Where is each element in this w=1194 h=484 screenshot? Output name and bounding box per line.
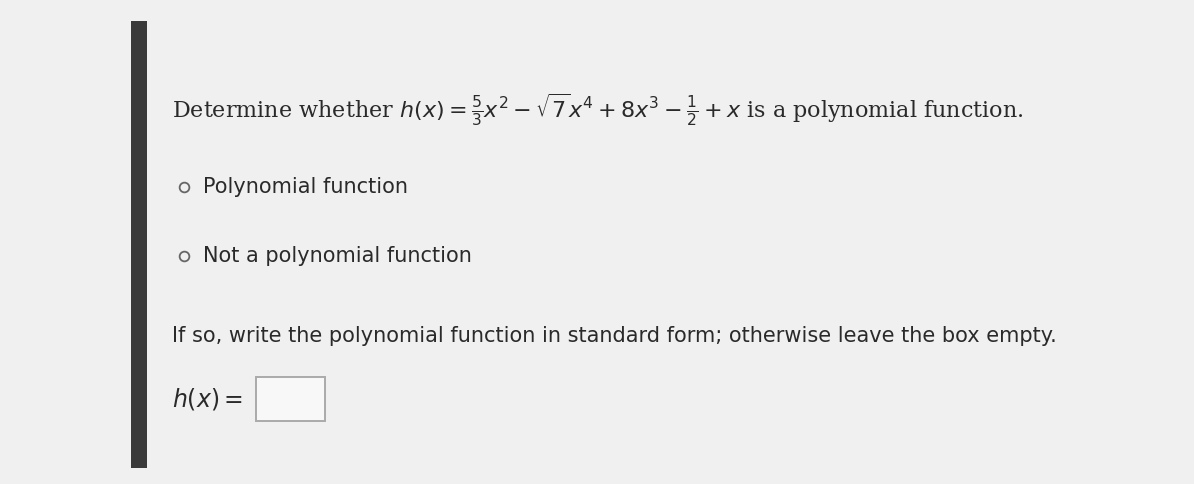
FancyBboxPatch shape [131, 21, 147, 468]
Text: $h(x) = $: $h(x) = $ [172, 386, 244, 412]
Text: If so, write the polynomial function in standard form; otherwise leave the box e: If so, write the polynomial function in … [172, 326, 1057, 346]
Text: Polynomial function: Polynomial function [203, 177, 408, 197]
FancyBboxPatch shape [256, 377, 325, 422]
Text: Not a polynomial function: Not a polynomial function [203, 245, 472, 266]
Text: Determine whether $h(x) = \frac{5}{3}x^2 - \sqrt{7}x^4 + 8x^3 - \frac{1}{2} +x$ : Determine whether $h(x) = \frac{5}{3}x^2… [172, 91, 1024, 128]
